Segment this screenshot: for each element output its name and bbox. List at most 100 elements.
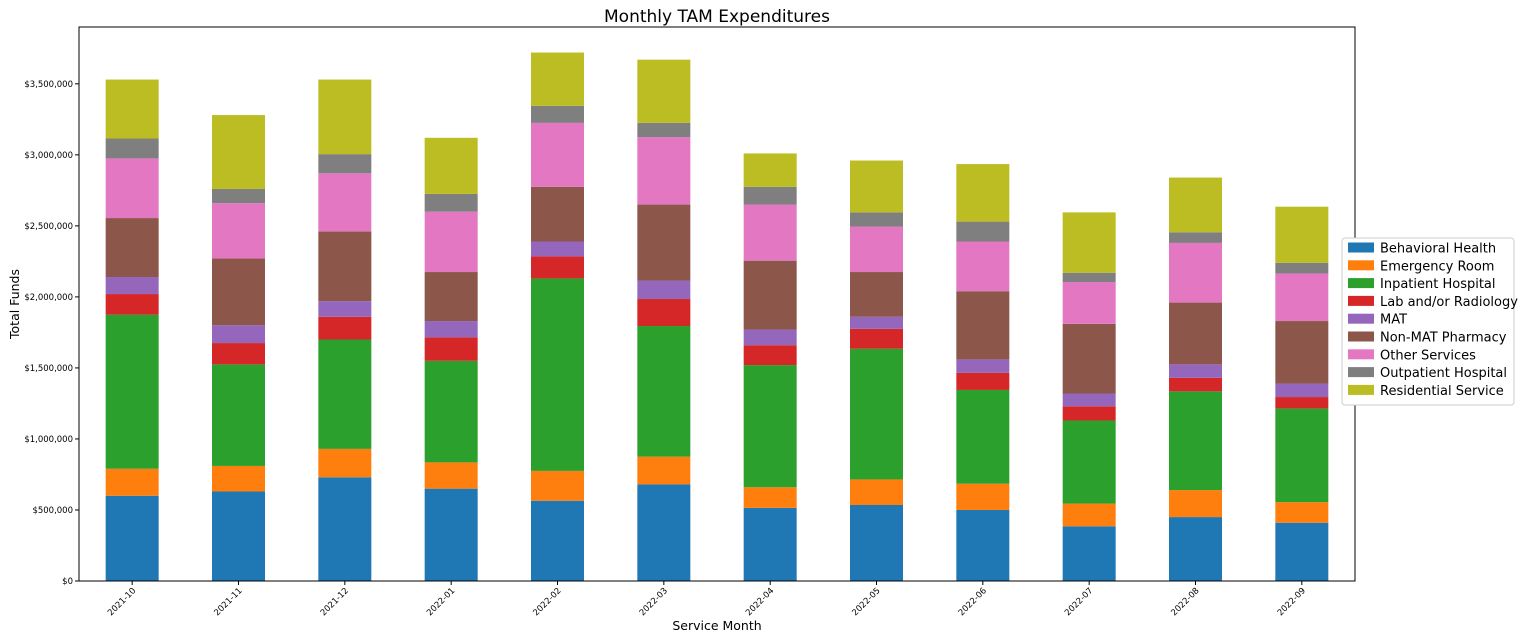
bar-outpatient-hospital-2022-08 <box>1169 232 1222 243</box>
bar-mat-2021-11 <box>212 325 265 344</box>
x-tick-label: 2022-01 <box>425 586 457 618</box>
bar-non-mat-pharmacy-2022-09 <box>1275 321 1329 384</box>
bar-emergency-room-2022-08 <box>1169 490 1222 518</box>
bar-other-services-2022-09 <box>1275 273 1329 322</box>
legend-label: Behavioral Health <box>1380 242 1496 257</box>
x-tick-label: 2022-05 <box>850 586 882 618</box>
bar-residential-service-2021-11 <box>212 115 265 189</box>
x-tick-label: 2021-12 <box>319 586 351 618</box>
bar-emergency-room-2021-11 <box>212 465 265 492</box>
legend-label: Residential Service <box>1380 384 1504 399</box>
bar-mat-2022-07 <box>1062 393 1116 407</box>
bar-outpatient-hospital-2022-04 <box>743 186 797 205</box>
legend-label: MAT <box>1380 313 1407 328</box>
bar-outpatient-hospital-2022-02 <box>531 105 584 123</box>
bar-inpatient-hospital-2022-06 <box>956 389 1010 484</box>
bar-mat-2022-06 <box>956 359 1010 373</box>
bar-behavioral-health-2022-04 <box>743 507 797 581</box>
legend-label: Outpatient Hospital <box>1380 366 1507 381</box>
x-tick-label: 2022-06 <box>957 586 989 618</box>
bar-inpatient-hospital-2022-05 <box>850 348 903 480</box>
x-tick-label: 2022-09 <box>1276 586 1308 618</box>
x-tick-label: 2022-03 <box>638 586 670 618</box>
bar-non-mat-pharmacy-2022-08 <box>1169 302 1222 365</box>
bar-inpatient-hospital-2022-03 <box>637 326 691 457</box>
bar-outpatient-hospital-2021-12 <box>318 154 372 174</box>
x-axis-label: Service Month <box>672 618 761 633</box>
bar-non-mat-pharmacy-2022-02 <box>531 186 584 242</box>
bar-residential-service-2021-12 <box>318 79 372 155</box>
bar-inpatient-hospital-2022-07 <box>1062 420 1116 504</box>
bar-non-mat-pharmacy-2021-10 <box>105 218 159 278</box>
bar-lab-and-or-radiology-2021-12 <box>318 316 372 340</box>
legend-swatch <box>1348 384 1374 395</box>
x-tick-label: 2022-07 <box>1063 586 1095 618</box>
bar-other-services-2022-01 <box>424 211 478 273</box>
bar-mat-2022-01 <box>424 321 478 338</box>
x-tick-label: 2022-04 <box>744 586 776 618</box>
bar-inpatient-hospital-2021-12 <box>318 339 372 449</box>
bar-lab-and-or-radiology-2022-05 <box>850 328 903 349</box>
bar-emergency-room-2022-02 <box>531 470 584 501</box>
bar-mat-2022-04 <box>743 329 797 346</box>
bar-inpatient-hospital-2021-10 <box>105 314 159 469</box>
bar-lab-and-or-radiology-2022-07 <box>1062 406 1116 421</box>
bar-behavioral-health-2022-03 <box>637 484 691 581</box>
bar-residential-service-2022-04 <box>743 153 797 187</box>
bar-outpatient-hospital-2021-10 <box>105 138 159 159</box>
legend-label: Other Services <box>1380 348 1476 363</box>
bar-non-mat-pharmacy-2021-11 <box>212 258 265 326</box>
bar-non-mat-pharmacy-2022-01 <box>424 272 478 322</box>
bar-mat-2021-10 <box>105 277 159 295</box>
plot-frame <box>78 26 1356 582</box>
bar-other-services-2022-04 <box>743 204 797 261</box>
bar-non-mat-pharmacy-2022-05 <box>850 272 903 317</box>
bar-behavioral-health-2021-12 <box>318 477 372 581</box>
bar-emergency-room-2021-10 <box>105 468 159 496</box>
bar-lab-and-or-radiology-2021-10 <box>105 294 159 315</box>
bar-residential-service-2022-06 <box>956 164 1010 222</box>
bar-inpatient-hospital-2022-02 <box>531 278 584 471</box>
x-tick-label: 2022-08 <box>1169 586 1201 618</box>
bar-inpatient-hospital-2022-01 <box>424 360 478 463</box>
legend-swatch <box>1348 295 1374 306</box>
bar-lab-and-or-radiology-2022-04 <box>743 345 797 366</box>
bar-emergency-room-2022-01 <box>424 462 478 489</box>
bar-residential-service-2022-08 <box>1169 177 1222 233</box>
bar-other-services-2022-02 <box>531 122 584 187</box>
bar-lab-and-or-radiology-2022-02 <box>531 256 584 279</box>
bar-inpatient-hospital-2022-09 <box>1275 408 1329 503</box>
y-tick-label: $3,500,000 <box>24 80 73 90</box>
bar-behavioral-health-2022-08 <box>1169 517 1222 581</box>
legend-label: Inpatient Hospital <box>1380 277 1496 292</box>
y-tick-label: $2,500,000 <box>24 222 73 232</box>
bar-residential-service-2022-05 <box>850 160 903 213</box>
x-tick-label: 2021-11 <box>212 586 244 618</box>
bar-lab-and-or-radiology-2022-01 <box>424 337 478 361</box>
bar-outpatient-hospital-2022-05 <box>850 212 903 227</box>
bar-mat-2022-08 <box>1169 364 1222 378</box>
bar-other-services-2022-03 <box>637 137 691 205</box>
bar-emergency-room-2022-05 <box>850 479 903 506</box>
bar-mat-2022-02 <box>531 241 584 257</box>
bar-behavioral-health-2022-02 <box>531 500 584 581</box>
bar-non-mat-pharmacy-2022-03 <box>637 204 691 281</box>
bar-mat-2022-09 <box>1275 383 1329 398</box>
bar-lab-and-or-radiology-2022-08 <box>1169 377 1222 392</box>
bar-emergency-room-2022-09 <box>1275 502 1329 523</box>
bar-non-mat-pharmacy-2022-06 <box>956 291 1010 360</box>
bars-group <box>105 52 1329 581</box>
bar-behavioral-health-2022-09 <box>1275 522 1329 581</box>
bar-other-services-2022-05 <box>850 226 903 273</box>
x-axis: 2021-10 2021-11 2021-12 2022-01 2022-02 2022-… <box>106 581 1308 618</box>
bar-behavioral-health-2021-11 <box>212 491 265 581</box>
chart-title: Monthly TAM Expenditures <box>604 7 830 27</box>
bar-lab-and-or-radiology-2022-06 <box>956 372 1010 390</box>
legend: Behavioral Health Emergency Room Inpatient… <box>1341 237 1518 406</box>
y-tick-label: $1,500,000 <box>24 364 73 374</box>
x-tick-label: 2021-10 <box>106 586 138 618</box>
bar-mat-2021-12 <box>318 301 372 317</box>
bar-residential-service-2021-10 <box>105 79 159 139</box>
bar-mat-2022-03 <box>637 280 691 300</box>
bar-residential-service-2022-02 <box>531 52 584 106</box>
